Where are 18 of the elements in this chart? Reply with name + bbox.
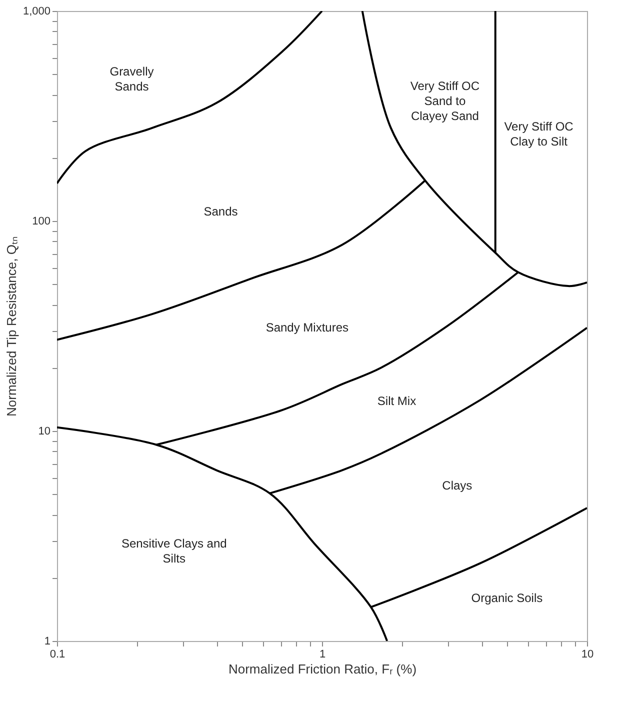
- x-tick-label: 10: [581, 648, 594, 660]
- x-axis-title: Normalized Friction Ratio, Fᵣ (%): [228, 662, 417, 676]
- y-axis-title: Normalized Tip Resistance, Qₜₙ: [4, 236, 19, 416]
- y-tick-label: 10: [38, 426, 50, 438]
- annotation: Clays: [442, 478, 472, 492]
- y-tick-label: 1,000: [22, 6, 50, 18]
- y-tick-label: 100: [32, 216, 50, 228]
- annotation: Sandy Mixtures: [266, 320, 349, 334]
- annotation: Sands: [204, 204, 238, 218]
- annotation: Silt Mix: [377, 394, 416, 408]
- annotation: Very Stiff OC Sand to Clayey Sand: [410, 78, 480, 123]
- y-tick-label: 1: [44, 636, 50, 648]
- annotation: Organic Soils: [471, 591, 543, 606]
- annotation: Gravelly Sands: [110, 64, 154, 94]
- annotation: Very Stiff OC Clay to Silt: [504, 119, 574, 148]
- annotation: Sensitive Clays and Silts: [121, 536, 227, 566]
- x-tick-label: 1: [319, 648, 326, 660]
- x-tick-label: 0.1: [50, 648, 66, 660]
